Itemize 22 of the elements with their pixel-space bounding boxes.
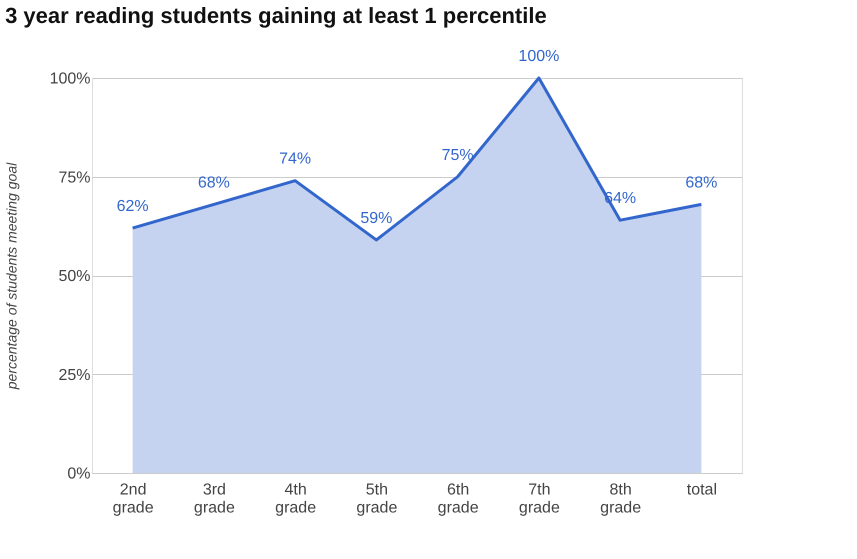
x-tick-label: 5th grade <box>356 482 398 516</box>
x-tick-label: 6th grade <box>438 482 479 516</box>
y-tick-label: 0% <box>67 466 90 482</box>
data-label: 68% <box>685 174 718 192</box>
data-label: 74% <box>279 150 312 168</box>
y-axis-title: percentage of students meeting goal <box>4 162 20 390</box>
data-label: 59% <box>360 210 392 227</box>
y-tick-label: 100% <box>50 70 90 88</box>
x-tick-label: 4th grade <box>275 482 316 516</box>
x-tick-label: 2nd grade <box>112 482 154 516</box>
y-tick-label: 50% <box>58 268 90 285</box>
y-tick-label: 25% <box>58 366 90 384</box>
y-tick-label: 75% <box>58 169 90 186</box>
data-label: 68% <box>198 174 230 192</box>
x-tick-label: 8th grade <box>600 482 642 516</box>
chart-title: 3 year reading students gaining at least 1 percentile <box>5 3 547 28</box>
data-label: 100% <box>518 48 560 65</box>
x-tick-label: 3rd grade <box>194 482 235 516</box>
x-tick-label: 7th grade <box>518 482 560 516</box>
x-tick-label: total <box>686 482 717 498</box>
data-label: 75% <box>442 146 474 164</box>
data-label: 62% <box>116 198 149 216</box>
